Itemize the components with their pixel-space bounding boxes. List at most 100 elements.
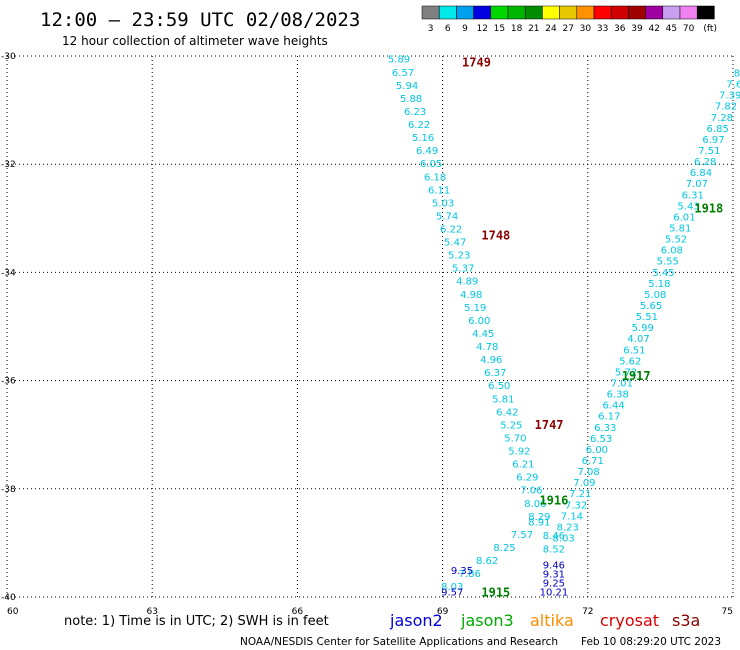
swh-value: 6.31 — [682, 190, 704, 201]
swh-value: 6.22 — [408, 120, 430, 131]
swh-value: 6.49 — [416, 146, 438, 157]
swh-value: 6.17 — [598, 412, 620, 423]
track-label: 1747 — [535, 418, 564, 432]
swh-value: 7.51 — [698, 146, 720, 157]
legend-label: 9 — [462, 24, 468, 34]
legend-swatch — [456, 5, 474, 20]
swh-value: 7.06 — [520, 486, 542, 497]
swh-value: 6.11 — [428, 185, 450, 196]
swh-value: 9.31 — [543, 570, 565, 581]
legend-swatch — [662, 5, 681, 20]
swh-value: 9.46 — [543, 561, 565, 572]
swh-value: 7.57 — [511, 530, 533, 541]
swh-value: 7.6 — [726, 80, 740, 91]
swh-value: 5.51 — [636, 312, 658, 323]
legend-label: 42 — [648, 24, 659, 34]
swh-value: 6.51 — [623, 345, 645, 356]
swh-value: 4.96 — [480, 355, 502, 366]
swh-value: 5.62 — [619, 356, 641, 367]
swh-value: 8.25 — [493, 543, 515, 554]
swh-value: 4.89 — [456, 277, 478, 288]
swh-value: 5.74 — [436, 211, 458, 222]
swh-value: 5.03 — [432, 198, 454, 209]
swh-value: 6.21 — [512, 460, 534, 471]
track-label: 1918 — [694, 201, 723, 215]
swh-value: 5.81 — [669, 223, 691, 234]
swh-value: 7.01 — [611, 378, 633, 389]
track-label: 1915 — [481, 586, 510, 600]
swh-value: 5.23 — [448, 251, 470, 262]
swh-value: 6.71 — [582, 456, 604, 467]
swh-value: 8.46 — [543, 531, 565, 542]
swh-value: 5.45 — [652, 268, 674, 279]
legend-label: 39 — [631, 24, 643, 34]
mission-s3a: s3a — [672, 611, 700, 630]
swh-value: 8.91 — [528, 517, 550, 528]
swh-value: 5.08 — [644, 290, 666, 301]
legend-swatch — [438, 5, 457, 20]
legend-label: 30 — [580, 24, 592, 34]
legend-swatch — [524, 5, 543, 20]
legend-label: 15 — [494, 24, 505, 34]
legend-swatch — [473, 5, 492, 20]
swh-value: 9.57 — [441, 588, 463, 599]
swh-value: 7.86 — [459, 569, 481, 580]
legend-label: 12 — [476, 24, 487, 34]
legend-label: 3 — [428, 24, 434, 34]
swh-value: 5.89 — [388, 55, 410, 66]
swh-value: 6.84 — [690, 168, 712, 179]
legend-label: 21 — [528, 24, 539, 34]
swh-value: 5.18 — [648, 279, 670, 290]
swh-value: 9.25 — [543, 579, 565, 590]
swh-value: 8.62 — [476, 556, 498, 567]
track-labels: 1749 1748 1747 1918 1917 1916 1915 — [462, 55, 723, 599]
swh-value: 6.53 — [590, 434, 612, 445]
swh-value: 5.16 — [412, 133, 434, 144]
mission-legend: jason2 jason3 altika cryosat s3a — [389, 611, 700, 630]
color-legend: 3 6 9 12 15 18 21 24 27 30 33 36 39 42 45 70 (ft) — [421, 5, 717, 34]
track-label: 1748 — [481, 229, 510, 243]
swh-value: 7.21 — [569, 489, 591, 500]
swh-value: 6.50 — [488, 381, 510, 392]
legend-label: 18 — [511, 24, 523, 34]
legend-swatch — [490, 5, 509, 20]
swh-value: 6.08 — [661, 246, 683, 257]
swh-value: 6.22 — [440, 225, 462, 236]
legend-label: 33 — [597, 24, 608, 34]
mission-jason2: jason2 — [389, 611, 443, 630]
footer-timestamp: Feb 10 08:29:20 UTC 2023 — [581, 636, 721, 648]
swh-value: 6.85 — [707, 124, 729, 135]
swh-value: 5.72 — [615, 367, 637, 378]
legend-swatch — [610, 5, 629, 20]
swh-value: 8. — [734, 68, 740, 79]
footer-note: note: 1) Time is in UTC; 2) SWH is in fe… — [64, 614, 329, 629]
track-label: 1916 — [539, 494, 568, 508]
x-tick-label: 69 — [437, 607, 449, 617]
legend-swatch — [507, 5, 526, 20]
swh-value: 7.07 — [686, 179, 708, 190]
swh-value: 6.42 — [496, 407, 518, 418]
legend-label: 27 — [562, 24, 573, 34]
swh-value: 6.00 — [468, 316, 490, 327]
legend-swatch — [421, 5, 440, 20]
swh-value: 8.03 — [552, 533, 574, 544]
swh-value: 6.44 — [602, 401, 624, 412]
swh-value: 9.35 — [451, 566, 473, 577]
swh-value: 5.92 — [508, 447, 530, 458]
legend-swatch — [576, 5, 595, 20]
grid-lines — [6, 55, 734, 598]
swh-value: 5.88 — [400, 94, 422, 105]
y-tick-label: -34 — [1, 268, 16, 278]
swh-value: 7.14 — [561, 511, 583, 522]
swh-value: 7.39 — [719, 91, 740, 102]
swh-value: 5.94 — [396, 81, 418, 92]
swh-value: 6.28 — [694, 157, 716, 168]
swh-value: 6.29 — [516, 473, 538, 484]
mission-cryosat: cryosat — [600, 611, 659, 630]
swh-value: 5.43 — [677, 201, 699, 212]
swh-value: 5.25 — [500, 420, 522, 431]
swh-value: 5.99 — [632, 323, 654, 334]
swh-value: 6.23 — [404, 107, 426, 118]
swh-value: 5.52 — [665, 235, 687, 246]
